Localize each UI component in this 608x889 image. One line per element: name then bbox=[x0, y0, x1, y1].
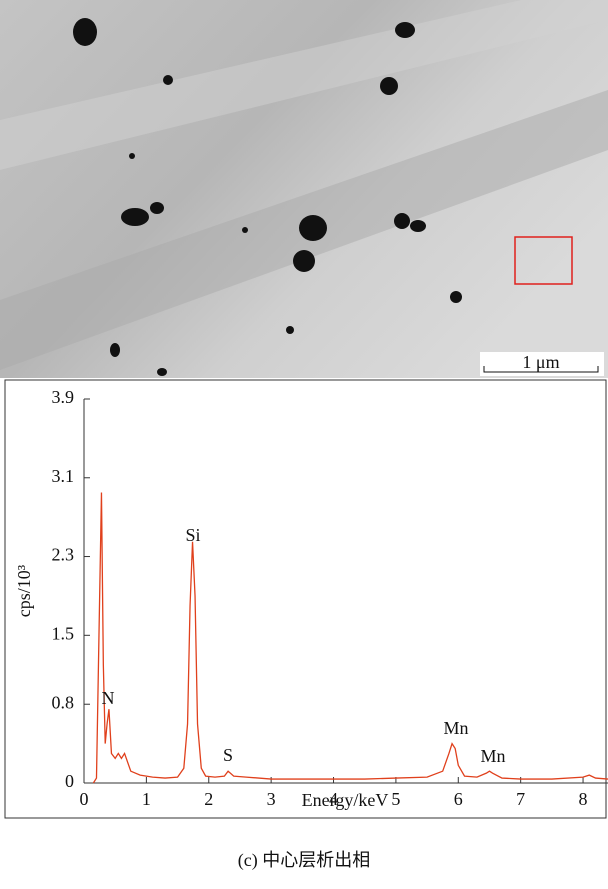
y-tick-label: 0.8 bbox=[52, 692, 75, 712]
x-tick-label: 6 bbox=[454, 789, 463, 809]
chart-frame bbox=[5, 380, 606, 818]
scale-bar-label: 1 μm bbox=[522, 352, 559, 372]
y-tick-label: 3.1 bbox=[52, 466, 75, 486]
peak-label: Mn bbox=[480, 746, 505, 766]
sem-image: 1 μm bbox=[0, 0, 608, 378]
y-tick-label: 0 bbox=[65, 771, 74, 791]
x-axis-label: Energy/keV bbox=[302, 790, 389, 810]
figure: 1 μm 00.81.52.33.13.9012345678Energy/keV… bbox=[0, 0, 608, 884]
x-tick-label: 8 bbox=[579, 789, 588, 809]
peak-label: Mn bbox=[443, 718, 468, 738]
peak-label: S bbox=[223, 745, 233, 765]
x-tick-label: 3 bbox=[267, 789, 276, 809]
peak-label: Si bbox=[185, 525, 200, 545]
x-tick-label: 7 bbox=[516, 789, 525, 809]
peak-label: N bbox=[102, 688, 115, 708]
x-tick-label: 0 bbox=[80, 789, 89, 809]
y-axis-label: cps/10³ bbox=[14, 564, 34, 617]
x-tick-label: 5 bbox=[391, 789, 400, 809]
y-tick-label: 3.9 bbox=[52, 387, 75, 407]
caption: (c) 中心层析出相 bbox=[238, 850, 370, 871]
y-tick-label: 2.3 bbox=[52, 545, 75, 565]
x-tick-label: 2 bbox=[204, 789, 213, 809]
y-tick-label: 1.5 bbox=[52, 623, 75, 643]
x-tick-label: 1 bbox=[142, 789, 151, 809]
